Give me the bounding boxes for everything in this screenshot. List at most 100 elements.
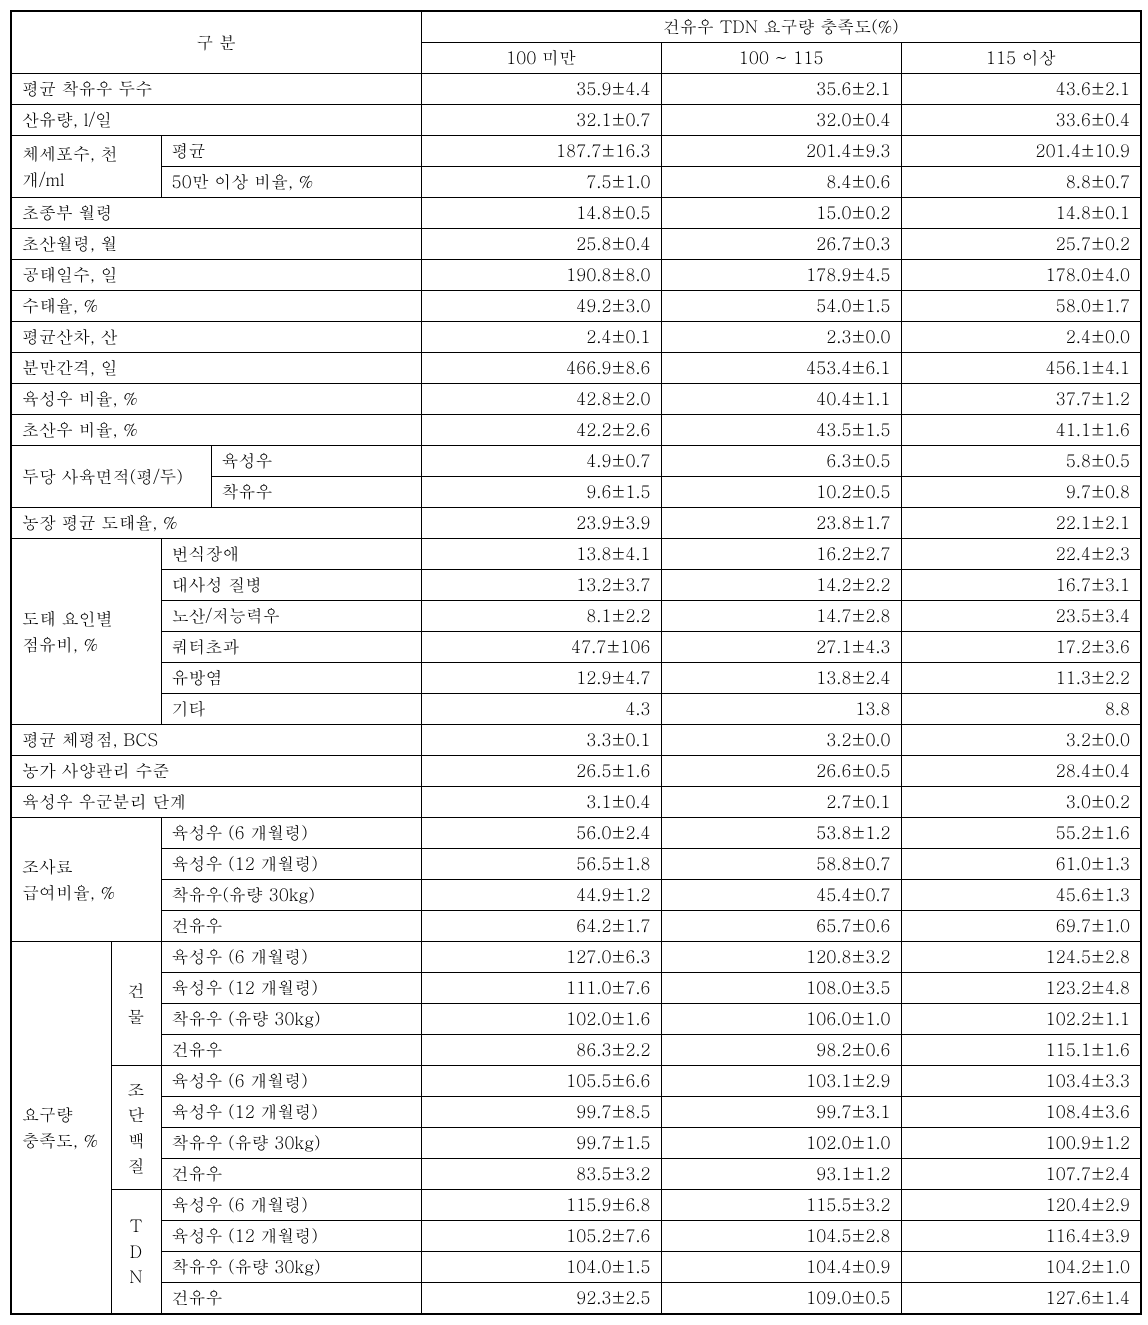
cell: 108.0±3.5 (661, 973, 901, 1004)
table-row: 착유우 (유량 30kg)102.0±1.6106.0±1.0102.2±1.1 (11, 1004, 1141, 1035)
cell: 124.5±2.8 (901, 942, 1141, 973)
data-table: 구 분 건유우 TDN 요구량 충족도(%) 100 미만 100 ~ 115 … (10, 10, 1142, 1315)
cell: 178.0±4.0 (901, 260, 1141, 291)
cell: 13.8±2.4 (661, 663, 901, 694)
cell: 115.9±6.8 (421, 1190, 661, 1221)
cell: 15.0±0.2 (661, 198, 901, 229)
table-row: 착유우 (유량 30kg)99.7±1.5102.0±1.0100.9±1.2 (11, 1128, 1141, 1159)
row-label: 초산우 비율, % (11, 415, 421, 446)
row-sub-label: 착유우(유량 30kg) (161, 880, 421, 911)
cell: 104.2±1.0 (901, 1252, 1141, 1283)
cell: 44.9±1.2 (421, 880, 661, 911)
cell: 14.8±0.5 (421, 198, 661, 229)
cell: 23.5±3.4 (901, 601, 1141, 632)
row-sub-label: 건유우 (161, 911, 421, 942)
cell: 23.9±3.9 (421, 508, 661, 539)
cell: 127.6±1.4 (901, 1283, 1141, 1315)
row-sub-label: 50만 이상 비율, % (161, 167, 421, 198)
cell: 23.8±1.7 (661, 508, 901, 539)
row-group-label: 요구량 충족도, % (11, 942, 111, 1315)
cell: 42.8±2.0 (421, 384, 661, 415)
cell: 2.3±0.0 (661, 322, 901, 353)
table-row: 착유우 (유량 30kg)104.0±1.5104.4±0.9104.2±1.0 (11, 1252, 1141, 1283)
cell: 102.0±1.6 (421, 1004, 661, 1035)
cell: 9.6±1.5 (421, 477, 661, 508)
table-row: 평균 착유우 두수 35.9±4.4 35.6±2.1 43.6±2.1 (11, 74, 1141, 105)
cell: 109.0±0.5 (661, 1283, 901, 1315)
row-sub-label: 건유우 (161, 1283, 421, 1315)
row-sub-label: 육성우 (6 개월령) (161, 818, 421, 849)
table-row: 건유우64.2±1.765.7±0.669.7±1.0 (11, 911, 1141, 942)
cell: 99.7±8.5 (421, 1097, 661, 1128)
cell: 26.5±1.6 (421, 756, 661, 787)
cell: 13.8±4.1 (421, 539, 661, 570)
cell: 45.4±0.7 (661, 880, 901, 911)
cell: 100.9±1.2 (901, 1128, 1141, 1159)
table-row: 착유우(유량 30kg)44.9±1.245.4±0.745.6±1.3 (11, 880, 1141, 911)
table-row: 초산우 비율, %42.2±2.643.5±1.541.1±1.6 (11, 415, 1141, 446)
row-sub-label: 착유우 (유량 30kg) (161, 1128, 421, 1159)
cell: 14.2±2.2 (661, 570, 901, 601)
cell: 41.1±1.6 (901, 415, 1141, 446)
cell: 3.2±0.0 (661, 725, 901, 756)
row-label: 육성우 비율, % (11, 384, 421, 415)
cell: 32.1±0.7 (421, 105, 661, 136)
cell: 102.0±1.0 (661, 1128, 901, 1159)
cell: 98.2±0.6 (661, 1035, 901, 1066)
cell: 83.5±3.2 (421, 1159, 661, 1190)
table-row: 건유우86.3±2.298.2±0.6115.1±1.6 (11, 1035, 1141, 1066)
table-row: 육성우 (12 개월령)99.7±8.599.7±3.1108.4±3.6 (11, 1097, 1141, 1128)
row-group-label: 두당 사육면적(평/두) (11, 446, 211, 508)
cell: 8.1±2.2 (421, 601, 661, 632)
cell: 4.3 (421, 694, 661, 725)
cell: 33.6±0.4 (901, 105, 1141, 136)
cell: 102.2±1.1 (901, 1004, 1141, 1035)
table-row: T D N 육성우 (6 개월령) 115.9±6.8115.5±3.2120.… (11, 1190, 1141, 1221)
table-row: 체세포수, 천개/ml 평균 187.7±16.3 201.4±9.3 201.… (11, 136, 1141, 167)
table-row: 요구량 충족도, % 건 물 육성우 (6 개월령) 127.0±6.3120.… (11, 942, 1141, 973)
cell: 5.8±0.5 (901, 446, 1141, 477)
cell: 13.2±3.7 (421, 570, 661, 601)
cell: 16.7±3.1 (901, 570, 1141, 601)
cell: 13.8 (661, 694, 901, 725)
cell: 104.0±1.5 (421, 1252, 661, 1283)
cell: 26.7±0.3 (661, 229, 901, 260)
row-sub-label: 기타 (161, 694, 421, 725)
row-label: 평균 착유우 두수 (11, 74, 421, 105)
cell: 111.0±7.6 (421, 973, 661, 1004)
cell: 58.8±0.7 (661, 849, 901, 880)
cell: 11.3±2.2 (901, 663, 1141, 694)
cell: 64.2±1.7 (421, 911, 661, 942)
cell: 43.6±2.1 (901, 74, 1141, 105)
cell: 8.4±0.6 (661, 167, 901, 198)
table-row: 건유우92.3±2.5109.0±0.5127.6±1.4 (11, 1283, 1141, 1315)
table-row: 쿼터초과47.7±10627.1±4.317.2±3.6 (11, 632, 1141, 663)
row-label: 평균 체평점, BCS (11, 725, 421, 756)
row-label: 분만간격, 일 (11, 353, 421, 384)
row-sub-label: 육성우 (6 개월령) (161, 1066, 421, 1097)
cell: 7.5±1.0 (421, 167, 661, 198)
table-row: 조 단 백 질 육성우 (6 개월령) 105.5±6.6103.1±2.910… (11, 1066, 1141, 1097)
table-row: 도태 요인별 점유비, % 번식장애 13.8±4.116.2±2.722.4±… (11, 539, 1141, 570)
table-row: 육성우 비율, %42.8±2.040.4±1.137.7±1.2 (11, 384, 1141, 415)
cell: 25.7±0.2 (901, 229, 1141, 260)
cell: 115.5±3.2 (661, 1190, 901, 1221)
cell: 55.2±1.6 (901, 818, 1141, 849)
cell: 120.4±2.9 (901, 1190, 1141, 1221)
table-row: 기타4.313.88.8 (11, 694, 1141, 725)
table-row: 육성우 (12 개월령)105.2±7.6104.5±2.8116.4±3.9 (11, 1221, 1141, 1252)
cell: 99.7±1.5 (421, 1128, 661, 1159)
cell: 22.1±2.1 (901, 508, 1141, 539)
cell: 107.7±2.4 (901, 1159, 1141, 1190)
cell: 53.8±1.2 (661, 818, 901, 849)
cell: 123.2±4.8 (901, 973, 1141, 1004)
cell: 22.4±2.3 (901, 539, 1141, 570)
table-row: 공태일수, 일190.8±8.0178.9±4.5178.0±4.0 (11, 260, 1141, 291)
cell: 32.0±0.4 (661, 105, 901, 136)
row-sub-label: 유방염 (161, 663, 421, 694)
cell: 42.2±2.6 (421, 415, 661, 446)
table-row: 노산/저능력우8.1±2.214.7±2.823.5±3.4 (11, 601, 1141, 632)
cell: 86.3±2.2 (421, 1035, 661, 1066)
row-sub-label: 육성우 (12 개월령) (161, 973, 421, 1004)
table-row: 평균산차, 산2.4±0.12.3±0.02.4±0.0 (11, 322, 1141, 353)
